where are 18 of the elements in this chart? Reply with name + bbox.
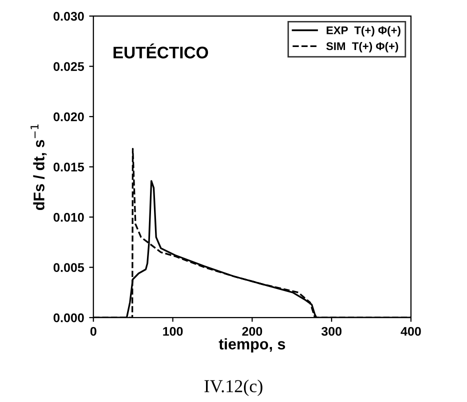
legend-label: EXP T(+) Φ(+) — [326, 26, 400, 36]
text: IV.12(c) — [204, 380, 262, 396]
y-tick-label: 0.000 — [54, 313, 84, 322]
y-axis-title: dFs / dt, s$^{−1}$ — [30, 124, 47, 210]
y-tick-label: 0.025 — [54, 62, 84, 71]
x-axis-title: tiempo, s — [218, 338, 286, 352]
y-tick-label: 0.005 — [54, 263, 84, 272]
x-tick-label: 300 — [321, 326, 342, 336]
x-tick-label: 100 — [163, 326, 183, 336]
x-tick-label: 400 — [400, 326, 421, 336]
x-tick-label: 200 — [242, 326, 262, 336]
y-tick-label: 0.010 — [54, 212, 84, 222]
y-tick-label: 0.030 — [54, 12, 84, 21]
legend-label: SIM T(+) Φ(+) — [326, 42, 398, 52]
y-tick-label: 0.015 — [54, 162, 84, 172]
y-tick-label: 0.020 — [54, 112, 84, 122]
annotation: EUTÉCTICO — [114, 44, 208, 58]
x-tick-label: 0 — [90, 326, 96, 336]
